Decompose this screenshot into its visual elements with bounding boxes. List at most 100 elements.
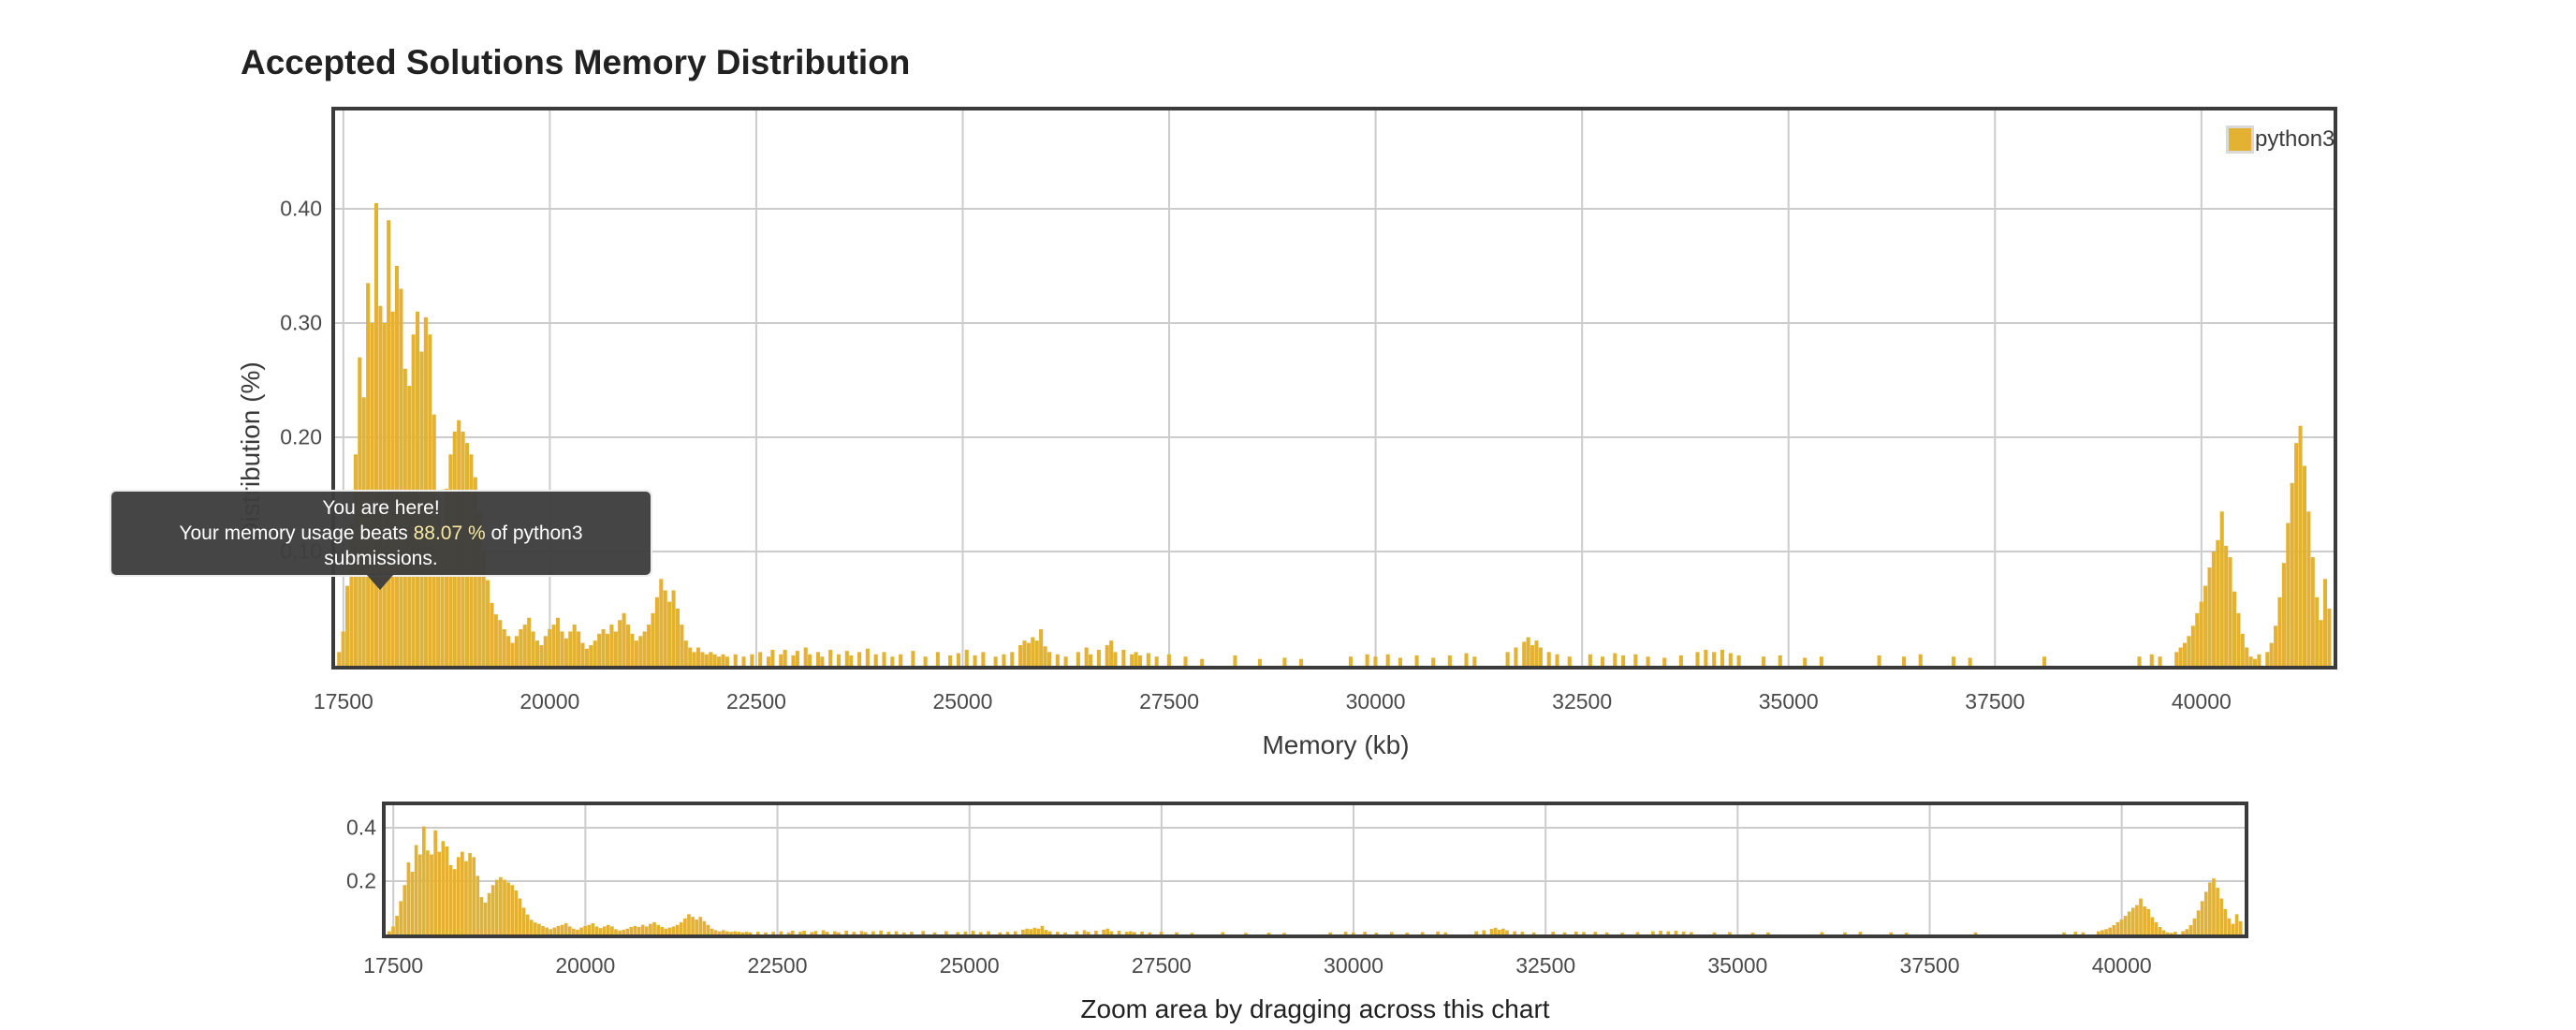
histogram-bar[interactable] [433, 830, 437, 934]
histogram-bar[interactable] [2196, 910, 2201, 934]
histogram-bar[interactable] [2182, 642, 2188, 666]
histogram-bar[interactable] [464, 861, 468, 934]
histogram-bar[interactable] [733, 654, 738, 666]
histogram-bar[interactable] [683, 918, 687, 934]
histogram-bar[interactable] [1420, 932, 1425, 934]
histogram-bar[interactable] [1431, 657, 1436, 666]
histogram-bar[interactable] [921, 931, 926, 934]
histogram-bar[interactable] [706, 924, 710, 934]
histogram-bar[interactable] [2073, 932, 2078, 934]
histogram-bar[interactable] [1482, 930, 1486, 934]
histogram-bar[interactable] [1351, 932, 1355, 934]
histogram-bar[interactable] [391, 926, 395, 934]
histogram-bar[interactable] [740, 932, 745, 934]
histogram-bar[interactable] [1266, 933, 1271, 934]
histogram-bar[interactable] [1601, 656, 1605, 666]
histogram-bar[interactable] [564, 923, 568, 934]
histogram-bar[interactable] [886, 932, 891, 934]
histogram-bar[interactable] [618, 930, 622, 934]
histogram-bar[interactable] [1973, 932, 1978, 934]
histogram-bar[interactable] [1513, 931, 1517, 934]
histogram-bar[interactable] [539, 645, 544, 666]
histogram-bar[interactable] [1501, 928, 1505, 934]
histogram-bar[interactable] [844, 931, 849, 934]
histogram-bar[interactable] [519, 628, 523, 666]
histogram-bar[interactable] [2286, 522, 2291, 667]
histogram-bar[interactable] [652, 921, 656, 934]
histogram-bar[interactable] [783, 649, 787, 666]
histogram-bar[interactable] [1651, 931, 1655, 934]
histogram-bar[interactable] [476, 876, 480, 934]
histogram-bar[interactable] [430, 854, 433, 935]
histogram-bar[interactable] [944, 931, 948, 934]
histogram-bar[interactable] [622, 929, 626, 934]
histogram-bar[interactable] [1096, 649, 1101, 666]
histogram-bar[interactable] [564, 638, 568, 666]
histogram-bar[interactable] [1858, 932, 1863, 934]
histogram-bar[interactable] [387, 220, 391, 666]
histogram-bar[interactable] [987, 931, 990, 934]
histogram-bar[interactable] [560, 924, 564, 934]
histogram-bar[interactable] [2302, 465, 2307, 667]
histogram-bar[interactable] [337, 652, 342, 666]
histogram-bar[interactable] [932, 932, 937, 934]
histogram-bar[interactable] [622, 612, 626, 666]
histogram-bar[interactable] [1620, 933, 1624, 934]
histogram-bar[interactable] [1056, 932, 1060, 934]
histogram-bar[interactable] [1662, 657, 1667, 666]
histogram-bar[interactable] [437, 851, 442, 934]
histogram-bar[interactable] [2146, 908, 2151, 934]
histogram-bar[interactable] [836, 654, 842, 666]
histogram-bar[interactable] [583, 925, 588, 934]
histogram-bar[interactable] [597, 633, 602, 666]
histogram-bar[interactable] [2178, 647, 2183, 666]
histogram-bar[interactable] [373, 202, 379, 666]
histogram-bar[interactable] [2081, 932, 2086, 934]
histogram-bar[interactable] [825, 932, 829, 934]
histogram-bar[interactable] [521, 907, 526, 935]
histogram-bar[interactable] [1538, 647, 1543, 666]
histogram-bar[interactable] [1002, 654, 1006, 666]
histogram-bar[interactable] [717, 656, 722, 666]
histogram-bar[interactable] [664, 928, 668, 934]
histogram-bar[interactable] [1159, 932, 1164, 934]
histogram-bar[interactable] [698, 917, 703, 934]
histogram-bar[interactable] [948, 655, 953, 666]
histogram-bar[interactable] [935, 652, 940, 666]
histogram-bar[interactable] [2281, 563, 2286, 666]
histogram-bar[interactable] [712, 654, 717, 666]
histogram-bar[interactable] [633, 925, 637, 934]
histogram-bar[interactable] [2097, 931, 2100, 934]
histogram-bar[interactable] [2181, 931, 2185, 934]
histogram-bar[interactable] [2219, 898, 2224, 934]
histogram-bar[interactable] [1244, 933, 1248, 934]
histogram-bar[interactable] [556, 925, 561, 934]
histogram-bar[interactable] [1546, 652, 1551, 666]
histogram-bar[interactable] [2231, 923, 2235, 934]
histogram-bar[interactable] [667, 927, 672, 934]
histogram-bar[interactable] [399, 288, 403, 666]
histogram-bar[interactable] [2104, 929, 2108, 934]
histogram-bar[interactable] [779, 654, 783, 666]
histogram-bar[interactable] [589, 645, 593, 666]
histogram-bar[interactable] [1555, 654, 1559, 666]
histogram-bar[interactable] [456, 857, 461, 934]
histogram-bar[interactable] [2208, 882, 2212, 934]
histogram-bar[interactable] [791, 655, 796, 666]
histogram-bar[interactable] [873, 654, 878, 666]
histogram-bar[interactable] [1659, 931, 1662, 934]
histogram-bar[interactable] [779, 931, 783, 934]
histogram-bar[interactable] [2100, 930, 2104, 934]
histogram-bar[interactable] [758, 652, 763, 666]
legend-item-python3[interactable]: python3 [2226, 125, 2334, 154]
histogram-bar[interactable] [882, 652, 886, 666]
histogram-bar[interactable] [1076, 652, 1080, 666]
histogram-bar[interactable] [1695, 652, 1700, 666]
histogram-bar[interactable] [2294, 443, 2299, 666]
histogram-bar[interactable] [1531, 932, 1536, 934]
histogram-bar[interactable] [656, 924, 660, 934]
histogram-bar[interactable] [2174, 932, 2177, 934]
histogram-bar[interactable] [956, 653, 960, 666]
histogram-bar[interactable] [522, 625, 527, 666]
zoom-overview-chart[interactable] [382, 802, 2248, 938]
